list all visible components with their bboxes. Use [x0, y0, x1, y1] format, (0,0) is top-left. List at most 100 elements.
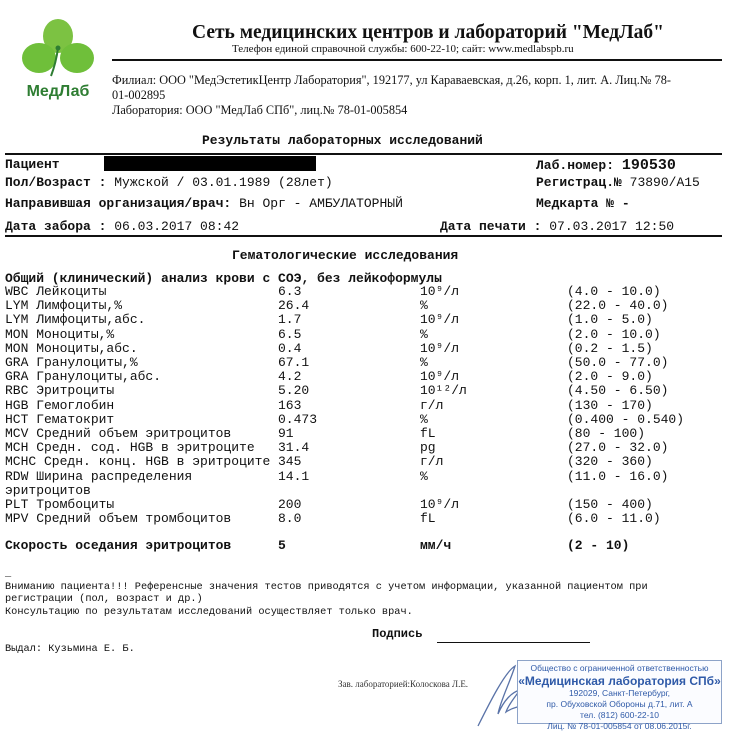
result-unit: 10⁹/л: [420, 312, 460, 328]
medcard-value: -: [621, 196, 630, 211]
result-name: MON Моноциты,%: [5, 326, 115, 342]
collect-date-label: Дата забора :: [5, 219, 107, 234]
result-range: (0.2 - 1.5): [567, 340, 653, 356]
panel-title: Общий (клинический) анализ крови с СОЭ, …: [5, 271, 442, 286]
result-name: HGB Гемоглобин: [5, 397, 115, 413]
logo-text: МедЛаб: [26, 83, 90, 100]
result-value: 67.1: [278, 355, 310, 370]
result-value: 26.4: [278, 298, 310, 314]
result-range: (6.0 - 11.0): [567, 511, 661, 527]
result-unit: 10⁹/л: [420, 369, 460, 385]
medcard-label: Медкарта №: [536, 196, 615, 211]
result-range: (0.400 - 0.540): [567, 411, 685, 427]
section-title: Гематологические исследования: [232, 248, 459, 263]
result-unit: %: [420, 326, 428, 342]
result-unit: pg: [420, 440, 436, 456]
sex-age-label: Пол/Возраст :: [5, 175, 107, 190]
report-divider-bottom: [5, 235, 722, 237]
result-range: (1.0 - 5.0): [567, 312, 653, 328]
esr-name: Скорость оседания эритроцитов: [5, 538, 232, 553]
result-name: MCV Средний объем эритроцитов: [5, 426, 232, 441]
signature-label: Подпись: [372, 627, 423, 641]
result-unit: 10⁹/л: [420, 497, 460, 512]
stamp-line6: Лиц. № 78-01-005854 от 08.06.2015г.: [547, 721, 692, 731]
result-range: (4.50 - 6.50): [567, 383, 669, 399]
result-value: 345: [278, 454, 302, 470]
stamp-line5: тел. (812) 600-22-10: [580, 710, 659, 720]
result-value: 4.2: [278, 369, 302, 385]
result-value: 163: [278, 397, 302, 413]
result-name: HCT Гематокрит: [5, 411, 115, 427]
collect-date: Дата забора : 06.03.2017 08:42: [5, 219, 239, 234]
result-name: WBC Лейкоциты: [5, 284, 107, 299]
result-value: 200: [278, 497, 302, 512]
result-value: 6.5: [278, 326, 302, 342]
result-unit: г/л: [420, 397, 444, 413]
stamp-line3: 192029, Санкт-Петербург,: [568, 688, 671, 698]
result-name: MON Моноциты,абс.: [5, 340, 138, 356]
registration-label: Регистрац.№: [536, 175, 622, 190]
esr-value: 5: [278, 538, 286, 553]
issued-by: Выдал: Кузьмина Е. Б.: [5, 643, 135, 655]
result-range: (130 - 170): [567, 397, 653, 413]
phone-line: Телефон единой справочной службы: 600-22…: [232, 43, 574, 55]
result-value: 31.4: [278, 440, 310, 456]
result-value: 5.20: [278, 383, 310, 399]
result-unit: fL: [420, 511, 436, 527]
esr-range: (2 - 10): [567, 538, 630, 553]
referrer-value: Вн Орг - АМБУЛАТОРНЫЙ: [239, 196, 403, 211]
notes: _ Вниманию пациента!!! Референсные значе…: [5, 568, 648, 618]
result-unit: %: [420, 355, 428, 370]
result-name: MCHC Средн. конц. HGB в эритроците: [5, 454, 271, 470]
medlab-logo: МедЛаб: [18, 18, 98, 100]
patient-label: Пациент: [5, 157, 60, 172]
sex-age-value: Мужской / 03.01.1989 (28лет): [114, 175, 333, 190]
collect-date-value: 06.03.2017 08:42: [114, 219, 240, 234]
result-unit: г/л: [420, 454, 444, 470]
header-title: Сеть медицинских центров и лабораторий "…: [192, 22, 664, 43]
referrer: Направившая организация/врач: Вн Орг - А…: [5, 196, 403, 211]
stamp-line1: Общество с ограниченной ответственностью: [530, 663, 709, 673]
result-name: LYM Лимфоциты,%: [5, 298, 123, 314]
stamp-line2: «Медицинская лаборатория СПб»: [518, 674, 721, 688]
result-range: (2.0 - 9.0): [567, 369, 653, 385]
branch-license: 01-002895: [112, 88, 166, 102]
result-name: PLT Тромбоциты: [5, 497, 115, 512]
sex-age: Пол/Возраст : Мужской / 03.01.1989 (28ле…: [5, 175, 333, 190]
result-range: (11.0 - 16.0): [567, 468, 669, 484]
result-name: RDW Ширина распределения эритроцитов: [5, 468, 193, 498]
signature-line: [437, 642, 590, 643]
branch-line: Филиал: ООО "МедЭстетикЦентр Лаборатория…: [112, 73, 672, 87]
result-unit: %: [420, 298, 428, 314]
result-unit: %: [420, 411, 428, 427]
lab-stamp: Общество с ограниченной ответственностью…: [517, 660, 722, 731]
lab-number: Лаб.номер: 190530: [536, 157, 676, 174]
result-range: (22.0 - 40.0): [567, 298, 669, 314]
print-date-label: Дата печати :: [440, 219, 542, 234]
result-name: MPV Средний объем тромбоцитов: [5, 511, 232, 527]
result-value: 8.0: [278, 511, 302, 527]
result-value: 14.1: [278, 468, 310, 484]
result-value: 91: [278, 426, 294, 441]
result-range: (50.0 - 77.0): [567, 355, 669, 370]
result-name: LYM Лимфоциты,абс.: [5, 312, 146, 328]
report-divider-top: [5, 153, 722, 155]
result-value: 0.4: [278, 340, 302, 356]
notes-dash: _: [5, 568, 12, 580]
result-range: (80 - 100): [567, 426, 646, 441]
report-title: Результаты лабораторных исследований: [202, 133, 483, 148]
esr-unit: мм/ч: [420, 538, 452, 553]
result-unit: 10¹²/л: [420, 383, 467, 399]
medcard: Медкарта № -: [536, 196, 630, 211]
lab-head: Зав. лабораторией:Колоскова Л.Е.: [338, 679, 469, 689]
result-range: (320 - 360): [567, 454, 653, 470]
notes-line2: регистрации (пол, возраст и др.): [5, 593, 203, 605]
registration: Регистрац.№ 73890/А15: [536, 175, 700, 190]
print-date-value: 07.03.2017 12:50: [549, 219, 675, 234]
result-name: GRA Гранулоциты,%: [5, 355, 138, 370]
result-name: RBC Эритроциты: [5, 383, 115, 399]
notes-line1: Вниманию пациента!!! Референсные значени…: [5, 580, 648, 593]
clover-logo-icon: [22, 19, 94, 77]
stamp-line4: пр. Обуховской Обороны д.71, лит. А: [546, 699, 693, 709]
result-range: (150 - 400): [567, 497, 653, 512]
